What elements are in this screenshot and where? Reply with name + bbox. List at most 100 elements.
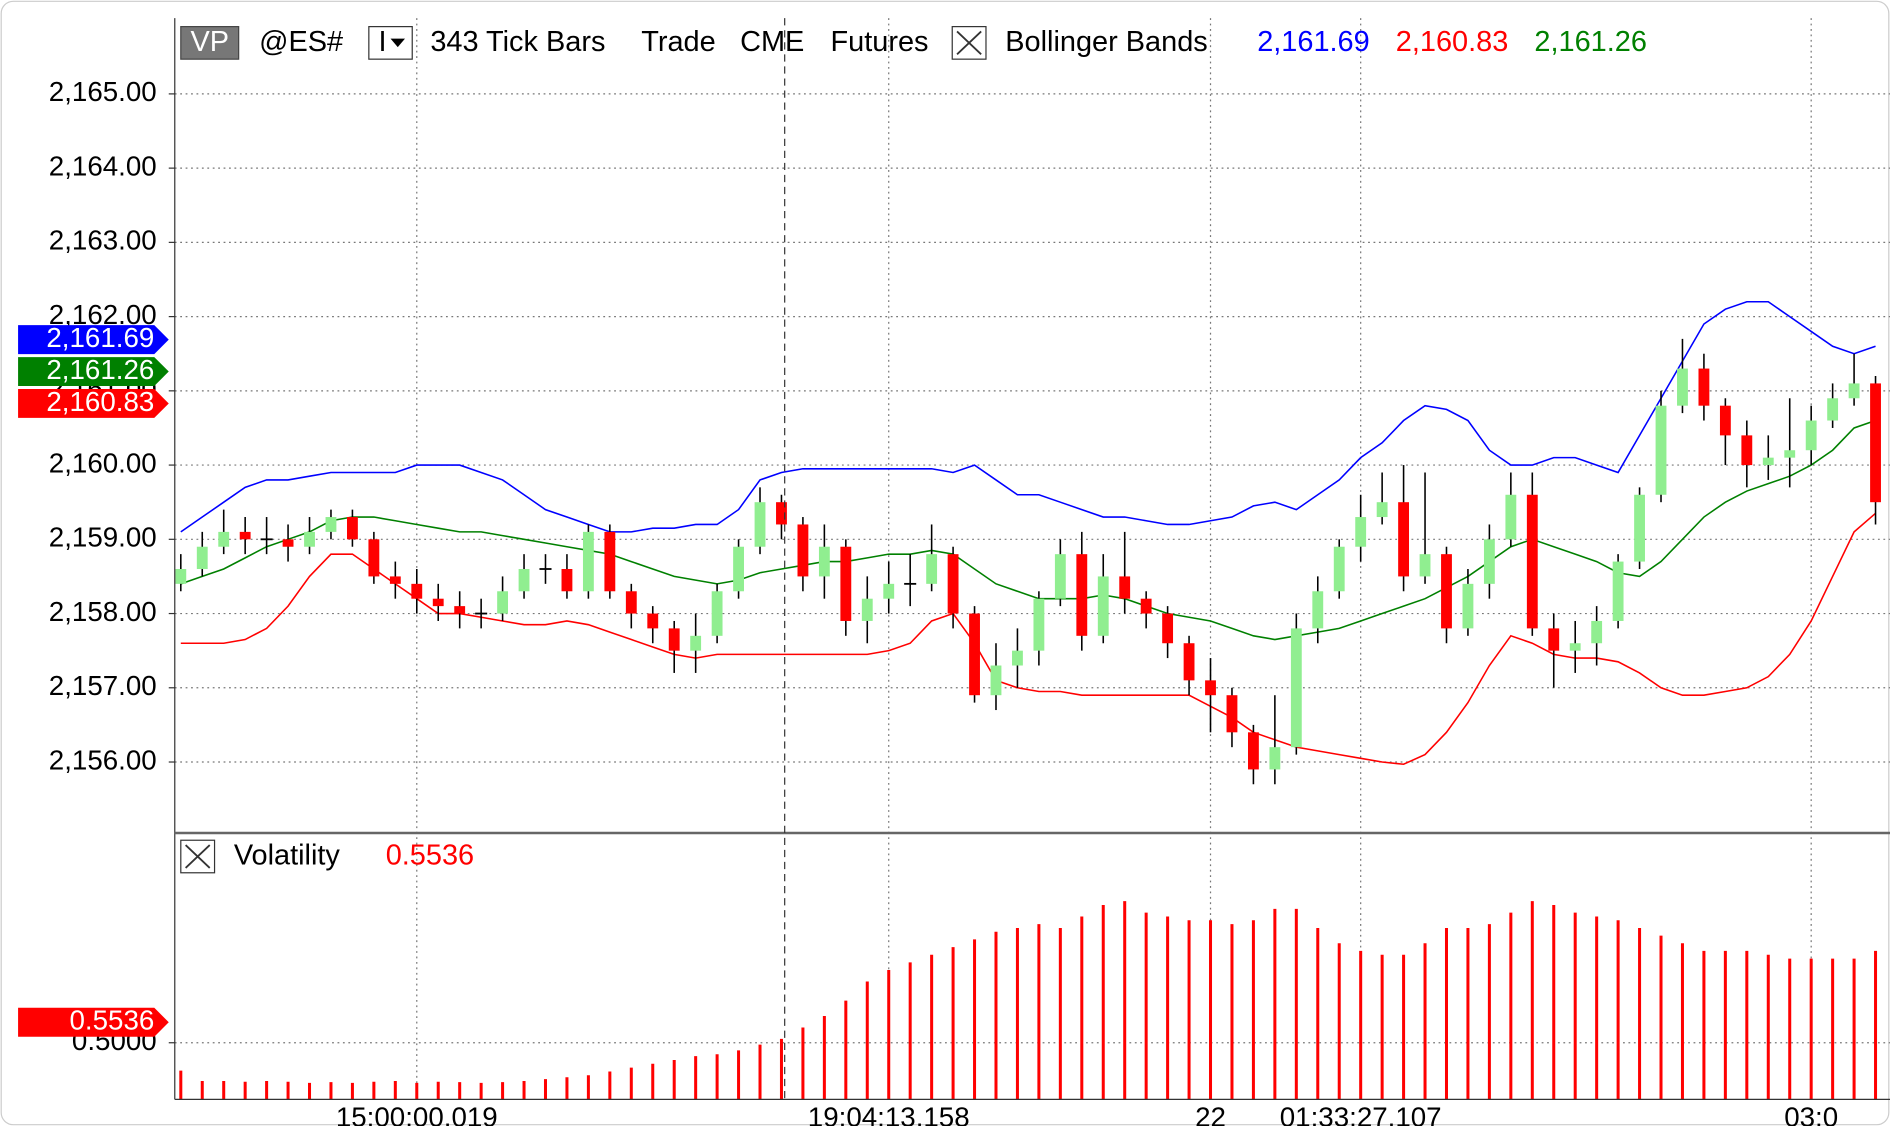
- y-tick-label: 2,164.00: [49, 150, 157, 181]
- y-tick-label: 2,156.00: [49, 744, 157, 775]
- candle-body: [1805, 420, 1817, 451]
- band-line: [180, 419, 1876, 641]
- candle-body: [1762, 457, 1774, 466]
- volatility-title: Volatility: [234, 840, 341, 872]
- y-tick-label: 2,159.00: [49, 522, 157, 553]
- y-tick-label: 2,163.00: [49, 225, 157, 256]
- candle-body: [518, 569, 530, 592]
- value-marker-label: 2,161.26: [46, 354, 154, 385]
- candle-body: [711, 591, 723, 636]
- market: Futures: [830, 26, 928, 58]
- candle-body: [1741, 435, 1753, 466]
- candle-body: [175, 569, 187, 584]
- candle-body: [776, 502, 787, 525]
- dropdown-arrow: [390, 38, 405, 48]
- band-value: 2,160.83: [1396, 26, 1509, 58]
- candle-body: [1462, 583, 1474, 629]
- value-marker-label: 0.5536: [70, 1005, 155, 1036]
- value-marker: [18, 325, 169, 355]
- candle-body: [947, 554, 959, 614]
- candle-body: [1226, 695, 1238, 733]
- candle-body: [990, 665, 1002, 696]
- value-marker: [18, 357, 169, 387]
- y-tick-label: 2,162.00: [49, 299, 157, 330]
- candle-body: [239, 531, 251, 540]
- y-tick-label: 2,158.00: [49, 596, 157, 627]
- band-line: [180, 300, 1876, 533]
- y-tick-label: 2,165.00: [49, 76, 157, 107]
- candle-body: [797, 524, 809, 577]
- y-tick-label: 2,157.00: [49, 670, 157, 701]
- candle-body: [282, 539, 294, 547]
- interval: 343 Tick Bars: [430, 26, 605, 58]
- candle-body: [1827, 398, 1839, 421]
- candle-body: [926, 554, 938, 584]
- candle-body: [389, 576, 401, 584]
- value-marker-label: 2,161.69: [46, 322, 154, 353]
- candle-body: [1312, 591, 1324, 629]
- candle-body: [1569, 643, 1581, 651]
- candle-body: [1355, 517, 1367, 547]
- candle-body: [1483, 539, 1495, 584]
- indicator-checkbox[interactable]: [951, 26, 987, 60]
- candle-body: [754, 502, 766, 547]
- band-value: 2,161.26: [1534, 26, 1647, 58]
- candle-body: [1076, 554, 1088, 636]
- candle-body: [818, 546, 830, 577]
- candle-body: [1505, 494, 1517, 540]
- vp-label: VP: [190, 26, 229, 58]
- indicator: Bollinger Bands: [1005, 26, 1207, 58]
- candle-body: [304, 531, 315, 547]
- candle-body: [1591, 620, 1603, 644]
- candle-body: [1612, 561, 1624, 621]
- vp-button[interactable]: [180, 26, 240, 60]
- candle-body: [432, 598, 444, 607]
- candle-body: [969, 613, 980, 696]
- candle-body: [1441, 554, 1452, 629]
- x-tick-label: 19:04:13.158: [808, 1102, 970, 1126]
- candle-body: [668, 628, 680, 651]
- exchange: CME: [740, 26, 804, 58]
- candle-body: [1290, 628, 1302, 748]
- dropdown[interactable]: [368, 26, 413, 60]
- price-plot: [175, 300, 1881, 785]
- volatility-plot: [179, 901, 1878, 1100]
- x-tick-label: 22: [1195, 1102, 1226, 1126]
- candle-body: [1376, 502, 1388, 518]
- candle-body: [604, 531, 616, 592]
- candle-body: [1140, 598, 1152, 614]
- candle-body: [1398, 502, 1410, 577]
- session: Trade: [641, 26, 715, 58]
- candle-body: [1054, 554, 1066, 599]
- candle-body: [1012, 650, 1023, 666]
- candle-body: [368, 539, 380, 577]
- candle-body: [1526, 494, 1538, 629]
- candle-body: [1333, 546, 1345, 592]
- candle-body: [733, 546, 744, 592]
- dropdown-label: I: [378, 26, 386, 58]
- band-line: [180, 512, 1877, 766]
- candle-body: [1247, 732, 1259, 770]
- candle-body: [1269, 747, 1281, 770]
- candle-body: [690, 635, 702, 651]
- grid-layer: [174, 18, 1890, 1100]
- volatility-checkbox[interactable]: [180, 839, 216, 874]
- candle-body: [454, 606, 466, 614]
- x-tick-label: 01:33:27.107: [1280, 1102, 1442, 1126]
- candle-body: [218, 531, 230, 547]
- candle-body: [1548, 628, 1560, 651]
- x-tick-label: 15:00:00.019: [336, 1102, 498, 1126]
- candle-body: [883, 583, 895, 599]
- candle-body: [325, 517, 337, 532]
- candle-body: [497, 591, 509, 614]
- candle-body: [1183, 643, 1195, 681]
- value-marker-label: 2,160.83: [46, 386, 154, 417]
- candle-body: [1419, 554, 1431, 577]
- symbol: @ES#: [259, 26, 343, 58]
- candle-body: [1719, 405, 1731, 436]
- candle-body: [582, 531, 594, 592]
- candle-body: [1870, 383, 1881, 503]
- candle-body: [647, 613, 659, 629]
- band-value: 2,161.69: [1257, 26, 1370, 58]
- candle-body: [411, 583, 423, 599]
